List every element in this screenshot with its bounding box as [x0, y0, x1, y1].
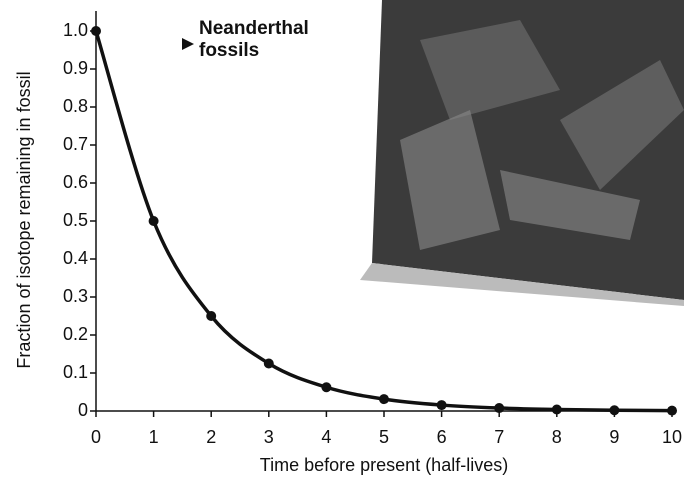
data-point — [206, 311, 217, 321]
y-tick-label: 0.4 — [63, 248, 88, 268]
data-point — [494, 403, 505, 414]
y-tick-label: 0.8 — [63, 96, 88, 116]
data-point — [148, 216, 159, 226]
y-tick-label: 0.5 — [63, 210, 88, 230]
y-tick-label: 0.7 — [63, 134, 88, 154]
data-point — [609, 405, 620, 416]
x-tick-label: 8 — [552, 427, 562, 447]
x-tick-label: 5 — [379, 427, 389, 447]
x-tick-label: 10 — [662, 427, 682, 447]
data-point — [551, 404, 562, 415]
x-tick-label: 4 — [321, 427, 331, 447]
data-point — [91, 26, 101, 36]
x-tick-label: 7 — [494, 427, 504, 447]
data-point — [263, 358, 274, 369]
y-tick-label: 0.9 — [63, 58, 88, 78]
data-point — [379, 394, 389, 405]
y-tick-label: 0.1 — [63, 362, 88, 382]
x-tick-label: 9 — [609, 427, 619, 447]
annotation: Neanderthal fossils — [199, 18, 309, 61]
x-tick-label: 1 — [149, 427, 159, 447]
x-tick-label: 0 — [91, 427, 101, 447]
x-tick-label: 2 — [206, 427, 216, 447]
x-tick-label: 3 — [264, 427, 274, 447]
annotation-arrow — [182, 38, 194, 50]
photo — [360, 0, 684, 306]
x-axis-title: Time before present (half-lives) — [260, 455, 508, 475]
y-tick-label: 0.3 — [63, 286, 88, 306]
data-point — [436, 400, 447, 411]
y-tick-label: 1.0 — [63, 20, 88, 40]
data-point — [667, 405, 677, 416]
data-point — [321, 382, 332, 393]
y-tick-label: 0.6 — [63, 172, 88, 192]
x-tick-label: 6 — [437, 427, 447, 447]
y-tick-label: 0.2 — [63, 324, 88, 344]
y-tick-label: 0 — [78, 400, 88, 420]
y-axis-title: Fraction of isotope remaining in fossil — [14, 71, 34, 368]
